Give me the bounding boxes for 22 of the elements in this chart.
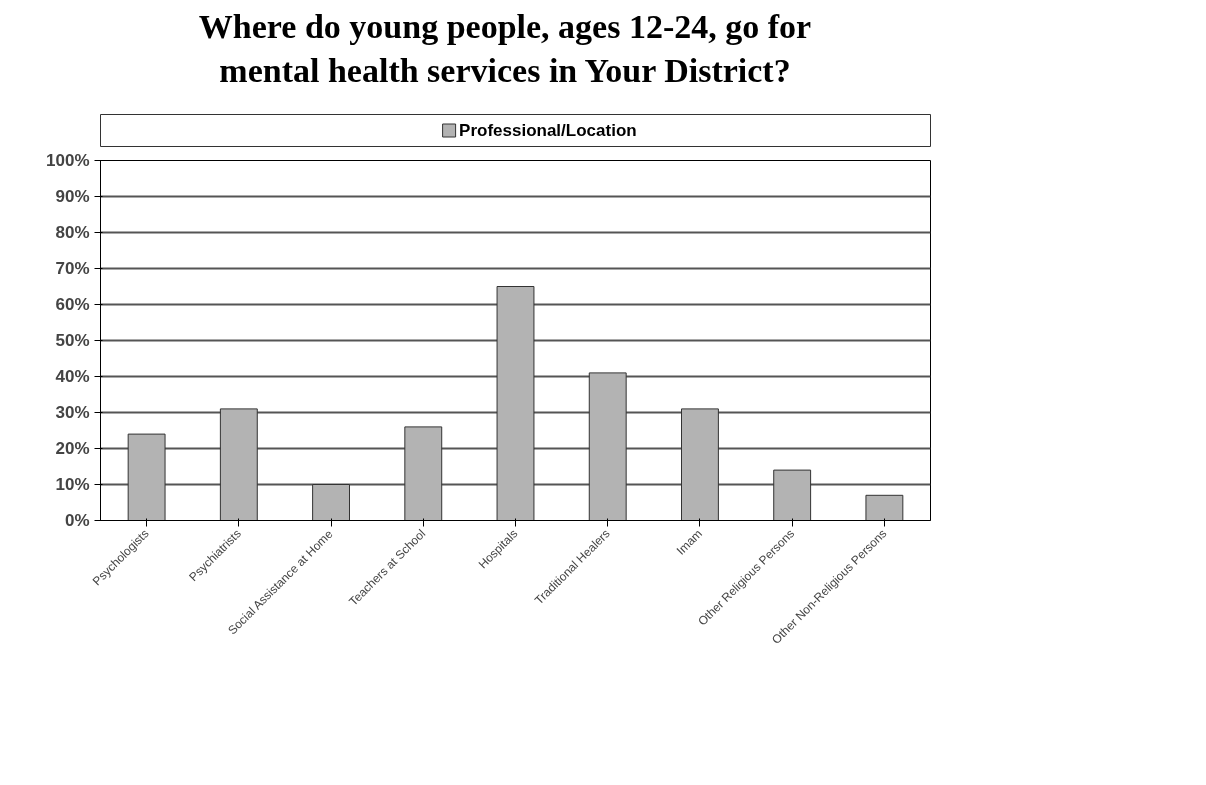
y-tick-label: 0%	[64, 511, 90, 530]
legend-label: Professional/Location	[459, 121, 637, 140]
y-tick-label: 70%	[55, 259, 90, 278]
bar	[773, 469, 812, 521]
y-tick-label: 100%	[46, 151, 90, 170]
bar	[127, 433, 166, 521]
bar	[219, 408, 258, 521]
y-tick-label: 10%	[55, 475, 90, 494]
bar	[496, 286, 535, 521]
y-tick-label: 80%	[55, 223, 90, 242]
bar	[865, 494, 904, 521]
bar	[404, 426, 443, 521]
chart-title: Where do young people, ages 12-24, go for mental health services in Your District?	[198, 7, 812, 92]
bar	[312, 484, 350, 521]
y-tick-label: 60%	[55, 295, 90, 314]
y-tick-label: 90%	[55, 187, 90, 206]
y-tick-label: 20%	[55, 439, 90, 458]
bar	[588, 372, 627, 521]
y-tick-label: 30%	[55, 403, 90, 422]
bar	[681, 408, 719, 521]
y-tick-label: 40%	[55, 367, 90, 386]
y-tick-label: 50%	[55, 331, 90, 350]
